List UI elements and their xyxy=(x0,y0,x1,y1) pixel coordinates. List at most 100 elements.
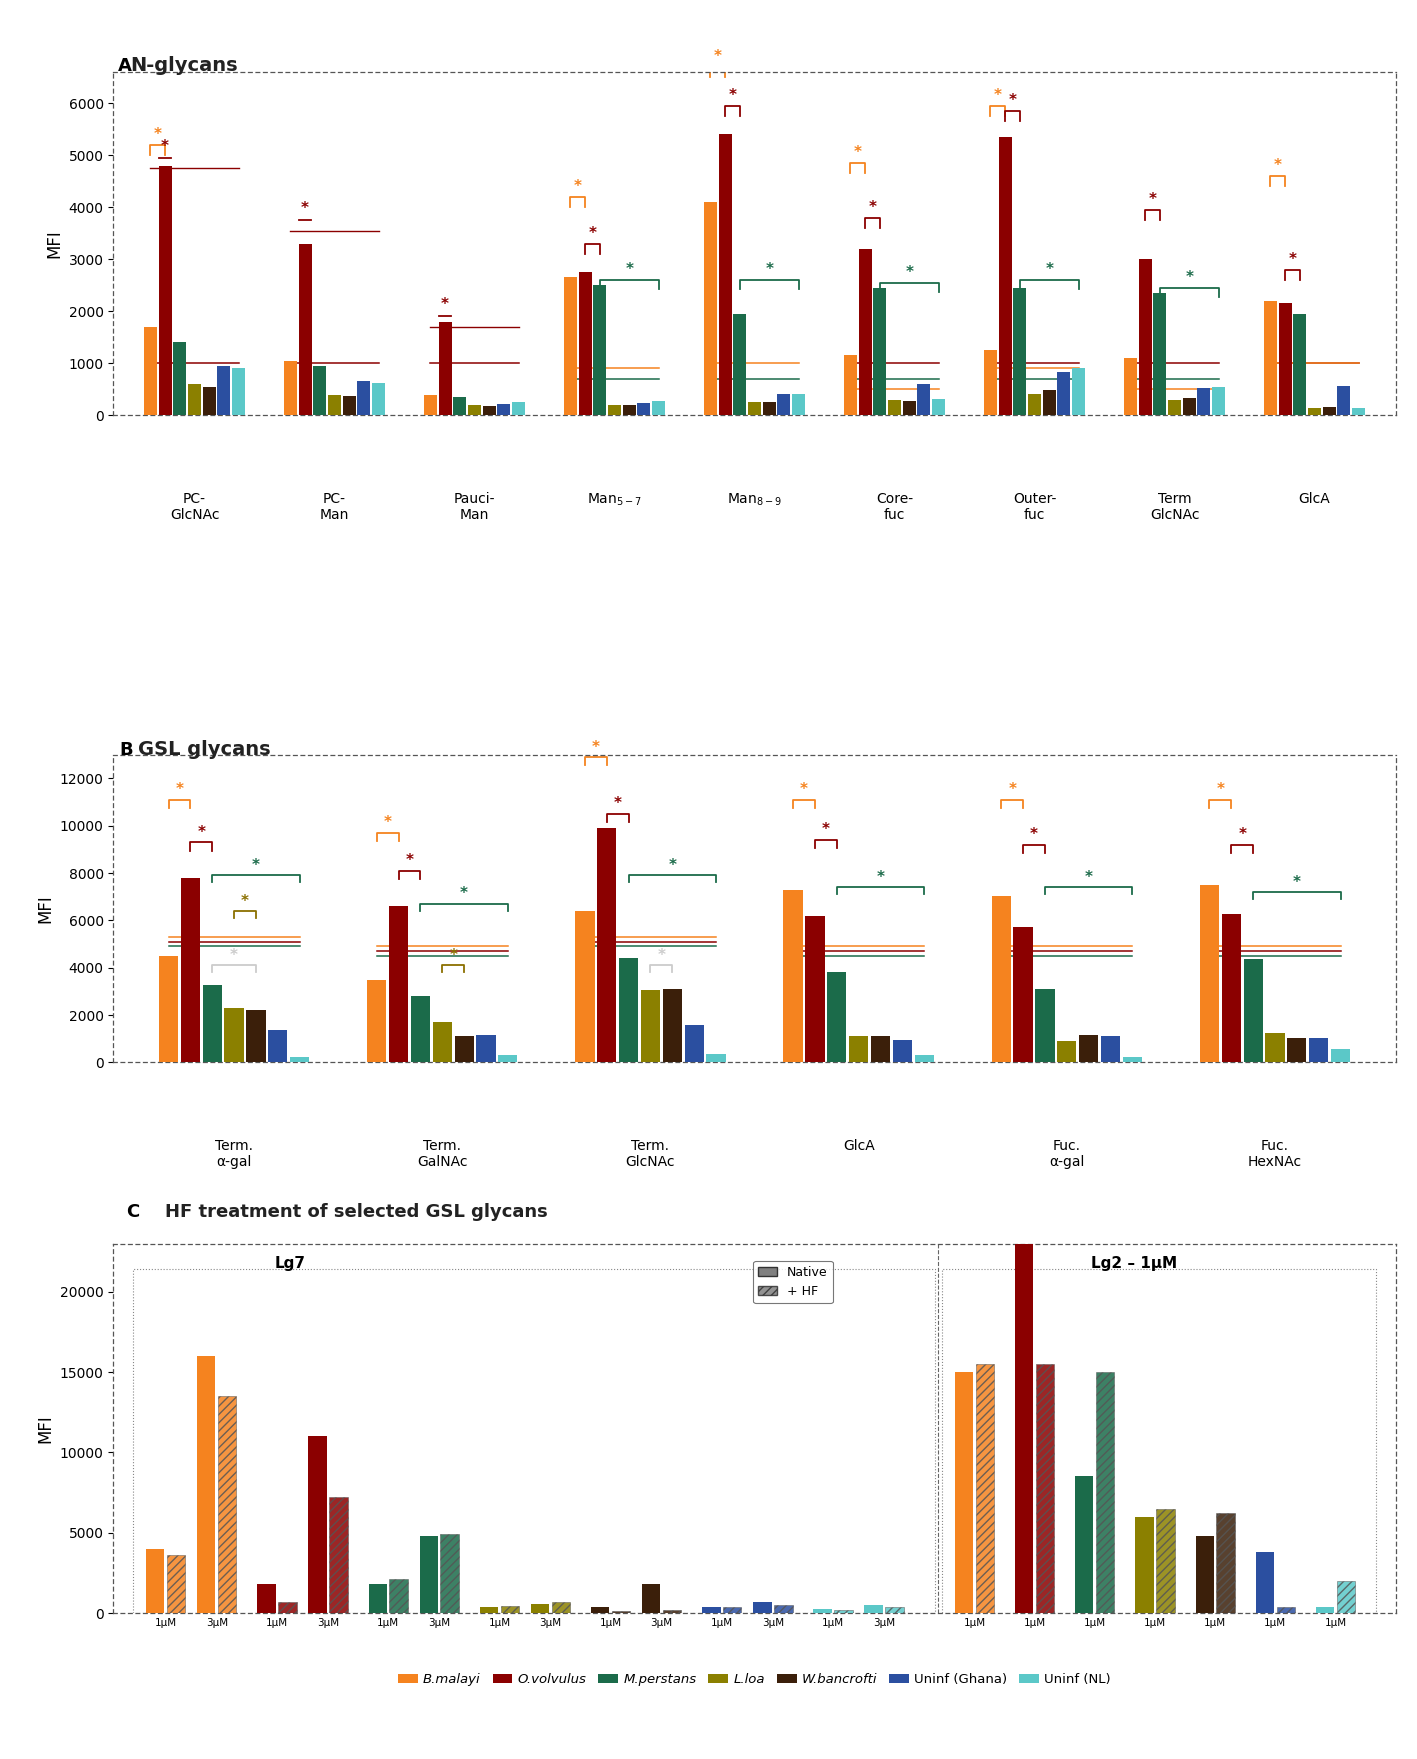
Bar xyxy=(313,366,326,415)
Bar xyxy=(1057,371,1070,415)
Text: *: * xyxy=(1185,271,1193,285)
Bar xyxy=(1101,1036,1121,1062)
Bar xyxy=(859,248,871,415)
Bar xyxy=(1331,1050,1350,1062)
Bar xyxy=(886,1606,904,1613)
Bar xyxy=(1309,1038,1328,1062)
Bar xyxy=(608,405,621,415)
Bar xyxy=(914,1055,934,1062)
Bar xyxy=(159,165,171,415)
Text: *: * xyxy=(614,797,622,811)
Bar xyxy=(258,1585,276,1613)
Text: *: * xyxy=(714,49,721,65)
Bar xyxy=(1308,408,1321,415)
Text: *: * xyxy=(384,816,391,830)
Bar xyxy=(1183,399,1196,415)
Bar xyxy=(173,343,186,415)
Bar xyxy=(748,403,761,415)
Text: *: * xyxy=(669,858,676,872)
Text: *: * xyxy=(1292,874,1301,890)
Text: *: * xyxy=(822,823,830,837)
Bar xyxy=(1265,1033,1285,1062)
Bar xyxy=(188,383,201,415)
Text: *: * xyxy=(592,739,599,755)
Bar xyxy=(217,366,231,415)
Bar xyxy=(723,1608,741,1613)
Bar xyxy=(873,288,886,415)
Text: *: * xyxy=(869,201,877,215)
Bar xyxy=(290,1057,309,1062)
Bar xyxy=(1338,385,1350,415)
Bar xyxy=(167,1555,186,1613)
Text: *: * xyxy=(1149,192,1156,208)
Bar xyxy=(903,401,915,415)
Bar xyxy=(893,1040,913,1062)
Bar xyxy=(1029,394,1041,415)
Bar xyxy=(845,355,857,415)
Bar xyxy=(835,1609,853,1613)
Bar xyxy=(1080,1036,1098,1062)
Bar xyxy=(955,1372,973,1613)
Bar xyxy=(203,985,222,1062)
Bar xyxy=(367,980,387,1062)
Text: *: * xyxy=(1009,93,1016,109)
Bar xyxy=(992,895,1010,1062)
Y-axis label: MFI: MFI xyxy=(37,894,54,923)
Bar xyxy=(1244,959,1263,1062)
Bar xyxy=(1255,1551,1274,1613)
Bar xyxy=(754,1602,772,1613)
Bar xyxy=(638,403,650,415)
Text: N-glycans: N-glycans xyxy=(130,56,238,74)
Bar xyxy=(1352,408,1365,415)
Bar xyxy=(1168,399,1180,415)
Text: *: * xyxy=(230,948,238,962)
Bar xyxy=(784,890,802,1062)
Bar xyxy=(1221,915,1241,1062)
Bar xyxy=(663,1609,682,1613)
Bar xyxy=(1097,1372,1114,1613)
Bar xyxy=(424,396,436,415)
Bar xyxy=(232,368,245,415)
Bar xyxy=(1264,301,1277,415)
Bar xyxy=(774,1604,792,1613)
Bar xyxy=(343,396,356,415)
Bar xyxy=(1278,303,1292,415)
Bar xyxy=(718,134,731,415)
Bar xyxy=(1294,313,1306,415)
Text: *: * xyxy=(1274,158,1282,174)
Bar xyxy=(612,1611,631,1613)
Text: *: * xyxy=(154,127,162,142)
Bar xyxy=(623,405,636,415)
Bar xyxy=(734,313,747,415)
Text: *: * xyxy=(801,783,808,797)
Bar xyxy=(1197,387,1210,415)
Text: *: * xyxy=(252,858,259,872)
Bar xyxy=(373,383,385,415)
Bar xyxy=(1200,885,1219,1062)
Text: *: * xyxy=(461,887,468,901)
Text: *: * xyxy=(588,225,597,241)
Bar xyxy=(551,1602,570,1613)
Bar xyxy=(411,996,429,1062)
Bar xyxy=(1336,1581,1355,1613)
Text: *: * xyxy=(302,201,309,216)
Bar xyxy=(181,878,200,1062)
Bar xyxy=(762,403,775,415)
Text: C: C xyxy=(126,1203,139,1221)
Bar xyxy=(591,1608,609,1613)
Bar xyxy=(224,1008,244,1062)
Bar xyxy=(575,911,595,1062)
Bar xyxy=(497,405,510,415)
Bar xyxy=(871,1036,890,1062)
Bar xyxy=(159,955,179,1062)
Text: Lg2 – 1μM: Lg2 – 1μM xyxy=(1091,1256,1178,1270)
Bar xyxy=(932,399,945,415)
Text: *: * xyxy=(765,262,774,278)
Bar xyxy=(1036,1363,1054,1613)
Text: *: * xyxy=(405,853,414,869)
Bar xyxy=(619,959,638,1062)
Bar xyxy=(564,278,577,415)
Bar xyxy=(357,382,370,415)
Bar xyxy=(640,990,660,1062)
Bar xyxy=(197,1356,215,1613)
